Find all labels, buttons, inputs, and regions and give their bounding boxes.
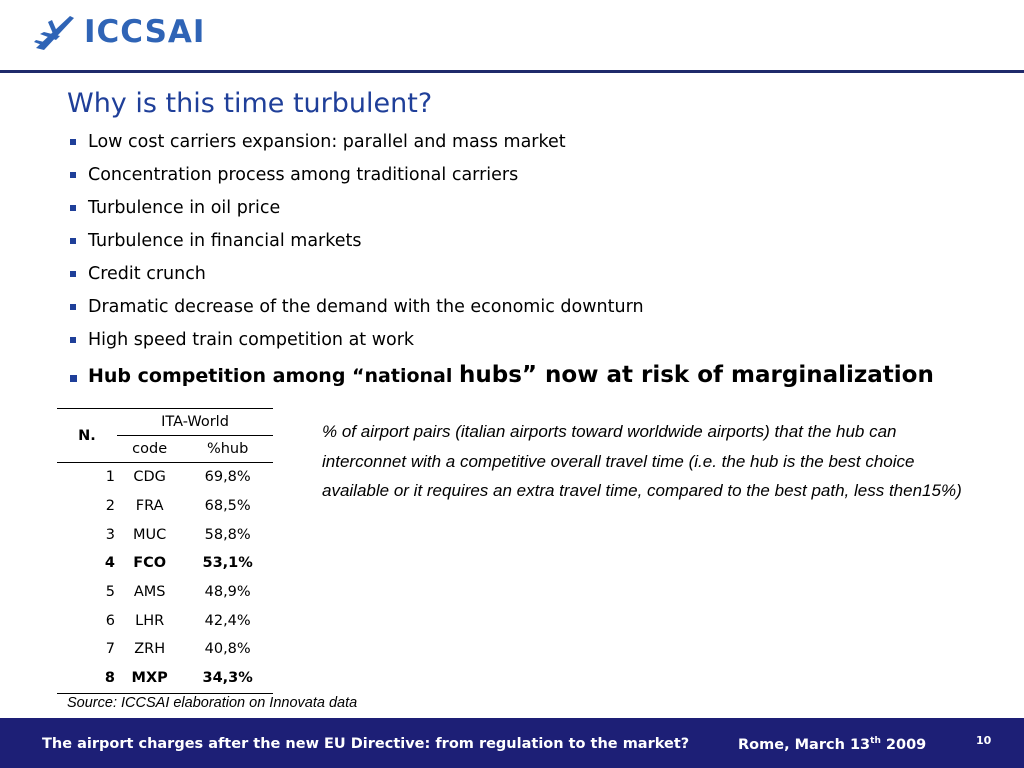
bullet-item: Concentration process among traditional … (70, 160, 644, 193)
footer-bar: The airport charges after the new EU Dir… (0, 718, 1024, 768)
hub-competition-bullet: Hub competition among “national hubs” no… (70, 362, 934, 388)
hub-percent-cell: 34,3% (182, 663, 273, 694)
table-row: 3 MUC 58,8% (57, 520, 273, 549)
bullet-marker (70, 304, 76, 310)
table-row: 8 MXP 34,3% (57, 663, 273, 694)
bullet-item: Turbulence in oil price (70, 193, 644, 226)
bullet-marker (70, 337, 76, 343)
table-row: 4 FCO 53,1% (57, 549, 273, 578)
airport-code-cell: FCO (133, 555, 167, 572)
bullet-marker (70, 238, 76, 244)
bullet-item: Low cost carriers expansion: parallel an… (70, 127, 644, 160)
bullet-marker (70, 271, 76, 277)
hub-bullet-text-part2: hubs” now at risk of marginalization (459, 362, 934, 388)
airport-code-cell: LHR (135, 612, 165, 629)
airport-code-cell: ZRH (134, 641, 166, 658)
bullet-text: Low cost carriers expansion: parallel an… (88, 132, 566, 152)
bullet-text: Concentration process among traditional … (88, 165, 519, 185)
hub-bullet-text-part1: Hub competition among “national (88, 365, 460, 387)
airplane-icon (34, 16, 74, 50)
bullet-list: Low cost carriers expansion: parallel an… (70, 127, 644, 358)
header-divider (0, 70, 1024, 73)
table-row: 1 CDG 69,8% (57, 463, 273, 492)
table-row: 6 LHR 42,4% (57, 606, 273, 635)
bullet-marker (70, 172, 76, 178)
rank-cell: 7 (105, 641, 115, 658)
bullet-text: Credit crunch (88, 264, 206, 284)
footer-date-year: 2009 (880, 737, 927, 753)
hub-percent-cell: 42,4% (204, 612, 251, 629)
page-number: 10 (976, 734, 992, 747)
column-header-hub: %hub (182, 435, 273, 463)
airport-code-cell: AMS (133, 584, 166, 601)
bullet-item: Credit crunch (70, 259, 644, 292)
rank-cell: 4 (104, 555, 115, 572)
rank-cell: 5 (105, 584, 115, 601)
footer-date-suffix: th (870, 736, 881, 746)
airport-code-cell: MUC (133, 526, 167, 543)
table-body: 1 CDG 69,8% 2 FRA 68,5% 3 MUC 58,8% 4 FCO 53,1% 5 AMS… (57, 463, 273, 694)
bullet-text: Dramatic decrease of the demand with the… (88, 297, 644, 317)
footer-title: The airport charges after the new EU Dir… (42, 736, 690, 752)
hub-ranking-table: N. ITA-World code %hub 1 CDG 69,8% 2 FRA 68,5… (57, 408, 273, 694)
bullet-marker (70, 139, 76, 145)
hub-percent-cell: 40,8% (204, 641, 251, 658)
bullet-text: Turbulence in financial markets (88, 231, 362, 251)
hub-percent-cell: 48,9% (204, 584, 251, 601)
column-header-n: N. (57, 408, 117, 463)
logo: ICCSAI (30, 10, 205, 54)
bullet-item: Dramatic decrease of the demand with the… (70, 292, 644, 325)
slide-title: Why is this time turbulent? (67, 88, 433, 119)
hub-percent-cell: 53,1% (202, 555, 253, 572)
column-group-header: ITA-World (117, 408, 273, 436)
airport-code-cell: CDG (133, 469, 166, 486)
rank-cell: 8 (57, 663, 117, 694)
bullet-item: Turbulence in financial markets (70, 226, 644, 259)
source-note: Source: ICCSAI elaboration on Innovata d… (67, 695, 358, 711)
hub-percent-cell: 68,5% (204, 498, 251, 515)
bullet-text: Turbulence in oil price (88, 198, 281, 218)
column-header-code: code (117, 435, 183, 463)
table-row: 2 FRA 68,5% (57, 492, 273, 521)
table-explanation-note: % of airport pairs (italian airports tow… (322, 422, 962, 500)
bullet-item: High speed train competition at work (70, 325, 644, 358)
bullet-marker (70, 375, 77, 382)
bullet-marker (70, 205, 76, 211)
airport-code-cell: MXP (117, 663, 183, 694)
footer-date-text: Rome, March 13 (738, 737, 871, 753)
table-row: 5 AMS 48,9% (57, 578, 273, 607)
rank-cell: 3 (105, 526, 115, 543)
footer-date: Rome, March 13th 2009 (738, 736, 926, 753)
rank-cell: 1 (105, 469, 115, 486)
bullet-text: High speed train competition at work (88, 330, 415, 350)
hub-percent-cell: 58,8% (204, 526, 251, 543)
hub-percent-cell: 69,8% (204, 469, 251, 486)
airport-code-cell: FRA (135, 498, 164, 515)
rank-cell: 6 (105, 612, 115, 629)
logo-text: ICCSAI (84, 14, 206, 50)
rank-cell: 2 (105, 498, 115, 515)
table-row: 7 ZRH 40,8% (57, 635, 273, 664)
